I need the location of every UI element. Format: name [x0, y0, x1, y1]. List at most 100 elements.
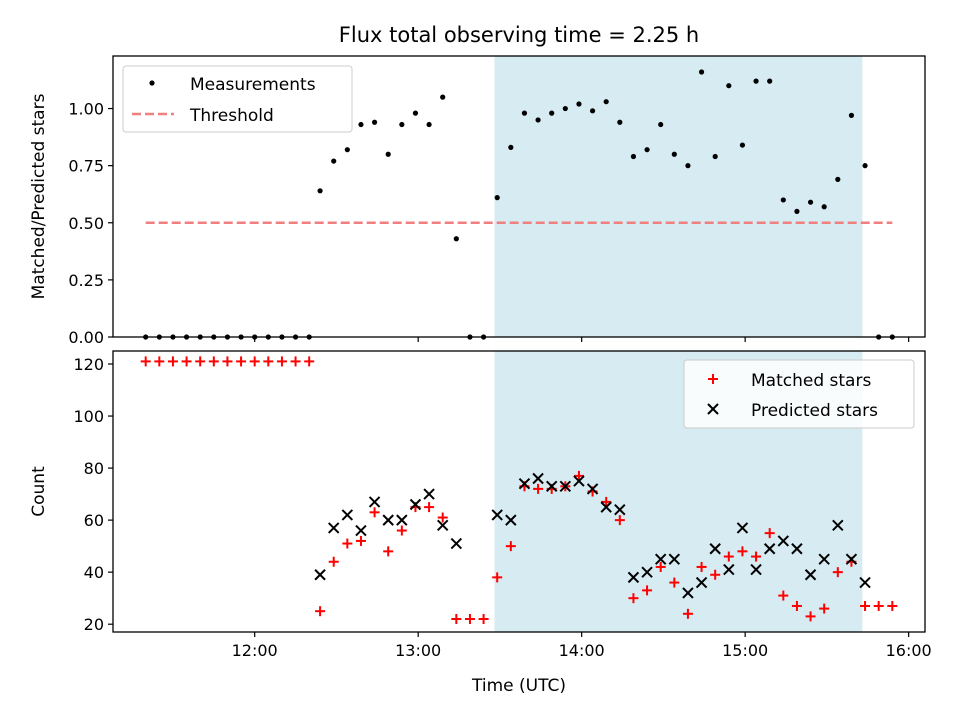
measurement-point: [862, 163, 868, 169]
matched-star-point: [791, 600, 802, 611]
x-b: [396, 514, 408, 526]
measurement-point: [399, 121, 405, 128]
x-b: [641, 566, 653, 578]
x-b: [532, 472, 544, 485]
measurement-point: [671, 151, 677, 157]
x-b: [804, 569, 817, 581]
y-tick-label: 0.25: [68, 271, 104, 290]
predicted-star-point: [695, 576, 708, 589]
x-b: [586, 483, 599, 495]
y-axis-label: Count: [29, 466, 49, 517]
x-b: [341, 509, 354, 521]
matched-star-point: [140, 356, 151, 367]
x-b: [723, 563, 735, 576]
matched-star-point: [355, 535, 366, 546]
matched-star-point: [154, 356, 165, 367]
predicted-star-point: [627, 571, 640, 584]
y-tick-label: 120: [73, 355, 104, 374]
x-b: [818, 553, 830, 565]
x-b: [654, 553, 667, 565]
matched-star-point: [533, 483, 544, 494]
measurement-point: [549, 110, 555, 116]
x-b: [763, 543, 776, 555]
measurement-point: [848, 112, 855, 118]
predicted-star-point: [845, 553, 858, 565]
matched-star-point: [860, 600, 871, 611]
bottom-panel: 20 40 60 80 100 120 12:00 13:00 14:00 15:00 16:00 C…: [29, 350, 932, 696]
predicted-star-point: [491, 509, 503, 521]
measurement-point: [508, 144, 514, 150]
x-tick-label: 12:00: [232, 641, 278, 660]
matched-star-point: [764, 528, 775, 539]
y-tick-label: 60: [84, 511, 104, 530]
x-tick-label: 14:00: [559, 641, 605, 660]
matched-star-point: [208, 356, 219, 367]
predicted-star-point: [586, 483, 599, 495]
x-b: [777, 535, 790, 547]
matched-star-point: [276, 356, 287, 367]
x-b: [423, 488, 435, 500]
x-b: [518, 477, 531, 490]
matched-star-point: [873, 600, 884, 611]
x-b: [791, 543, 803, 555]
figure-title: Flux total observing time = 2.25 h: [339, 23, 699, 47]
matched-star-point: [737, 546, 748, 557]
measurement-point: [317, 188, 323, 194]
measurement-point: [658, 121, 664, 128]
x-b: [545, 480, 558, 493]
predicted-star-point: [614, 504, 626, 516]
matched-star-point: [464, 613, 475, 624]
matched-star-point: [315, 606, 326, 617]
x-b: [368, 496, 381, 508]
legend-box: [122, 65, 353, 133]
predicted-star-point: [505, 514, 517, 526]
measurement-point: [698, 69, 705, 75]
predicted-star-point: [736, 522, 749, 534]
measurement-point: [576, 101, 582, 107]
x-b: [736, 522, 749, 534]
matched-star-point: [181, 356, 192, 367]
measurement-point: [617, 119, 623, 125]
top-panel: 0.00 0.25 0.50 0.75 1.00 Matched/Predicted st…: [29, 55, 926, 347]
y-tick-label: 0.50: [68, 214, 104, 233]
x-b: [382, 514, 394, 526]
predicted-star-point: [355, 524, 367, 537]
measurement-point: [739, 142, 746, 148]
x-tick-label: 13:00: [395, 641, 441, 660]
measurement-point: [644, 147, 650, 153]
x-b: [614, 504, 626, 516]
predicted-star-point: [641, 566, 653, 578]
measurement-point: [726, 83, 732, 89]
y-tick-label: 1.00: [68, 100, 104, 119]
predicted-star-point: [818, 553, 830, 565]
x-b: [328, 522, 340, 534]
y-tick-label: 0.00: [68, 328, 104, 347]
measurement-point: [562, 105, 568, 112]
predicted-star-point: [723, 563, 735, 576]
x-b: [355, 524, 367, 537]
measurement-point: [835, 176, 841, 182]
matched-star-point: [696, 561, 707, 572]
y-tick-label: 80: [84, 459, 104, 478]
matched-star-point: [628, 593, 639, 604]
matched-star-point: [832, 567, 843, 578]
matched-star-point: [437, 512, 448, 523]
y-tick-label: 100: [73, 407, 104, 426]
measurement-point: [603, 99, 609, 105]
x-b: [709, 543, 721, 555]
measurement-point: [494, 195, 500, 201]
predicted-star-point: [518, 477, 531, 490]
matched-star-point: [751, 551, 762, 562]
predicted-star-point: [668, 553, 681, 565]
measurement-point: [344, 147, 350, 153]
matched-star-point: [505, 541, 516, 552]
measurement-point: [685, 163, 691, 169]
matched-star-point: [383, 546, 394, 557]
measurement-point: [535, 117, 541, 123]
predicted-star-point: [545, 480, 558, 493]
x-b: [668, 553, 681, 565]
x-b: [832, 519, 844, 532]
matched-star-point: [424, 502, 435, 513]
measurement-point: [331, 158, 337, 164]
